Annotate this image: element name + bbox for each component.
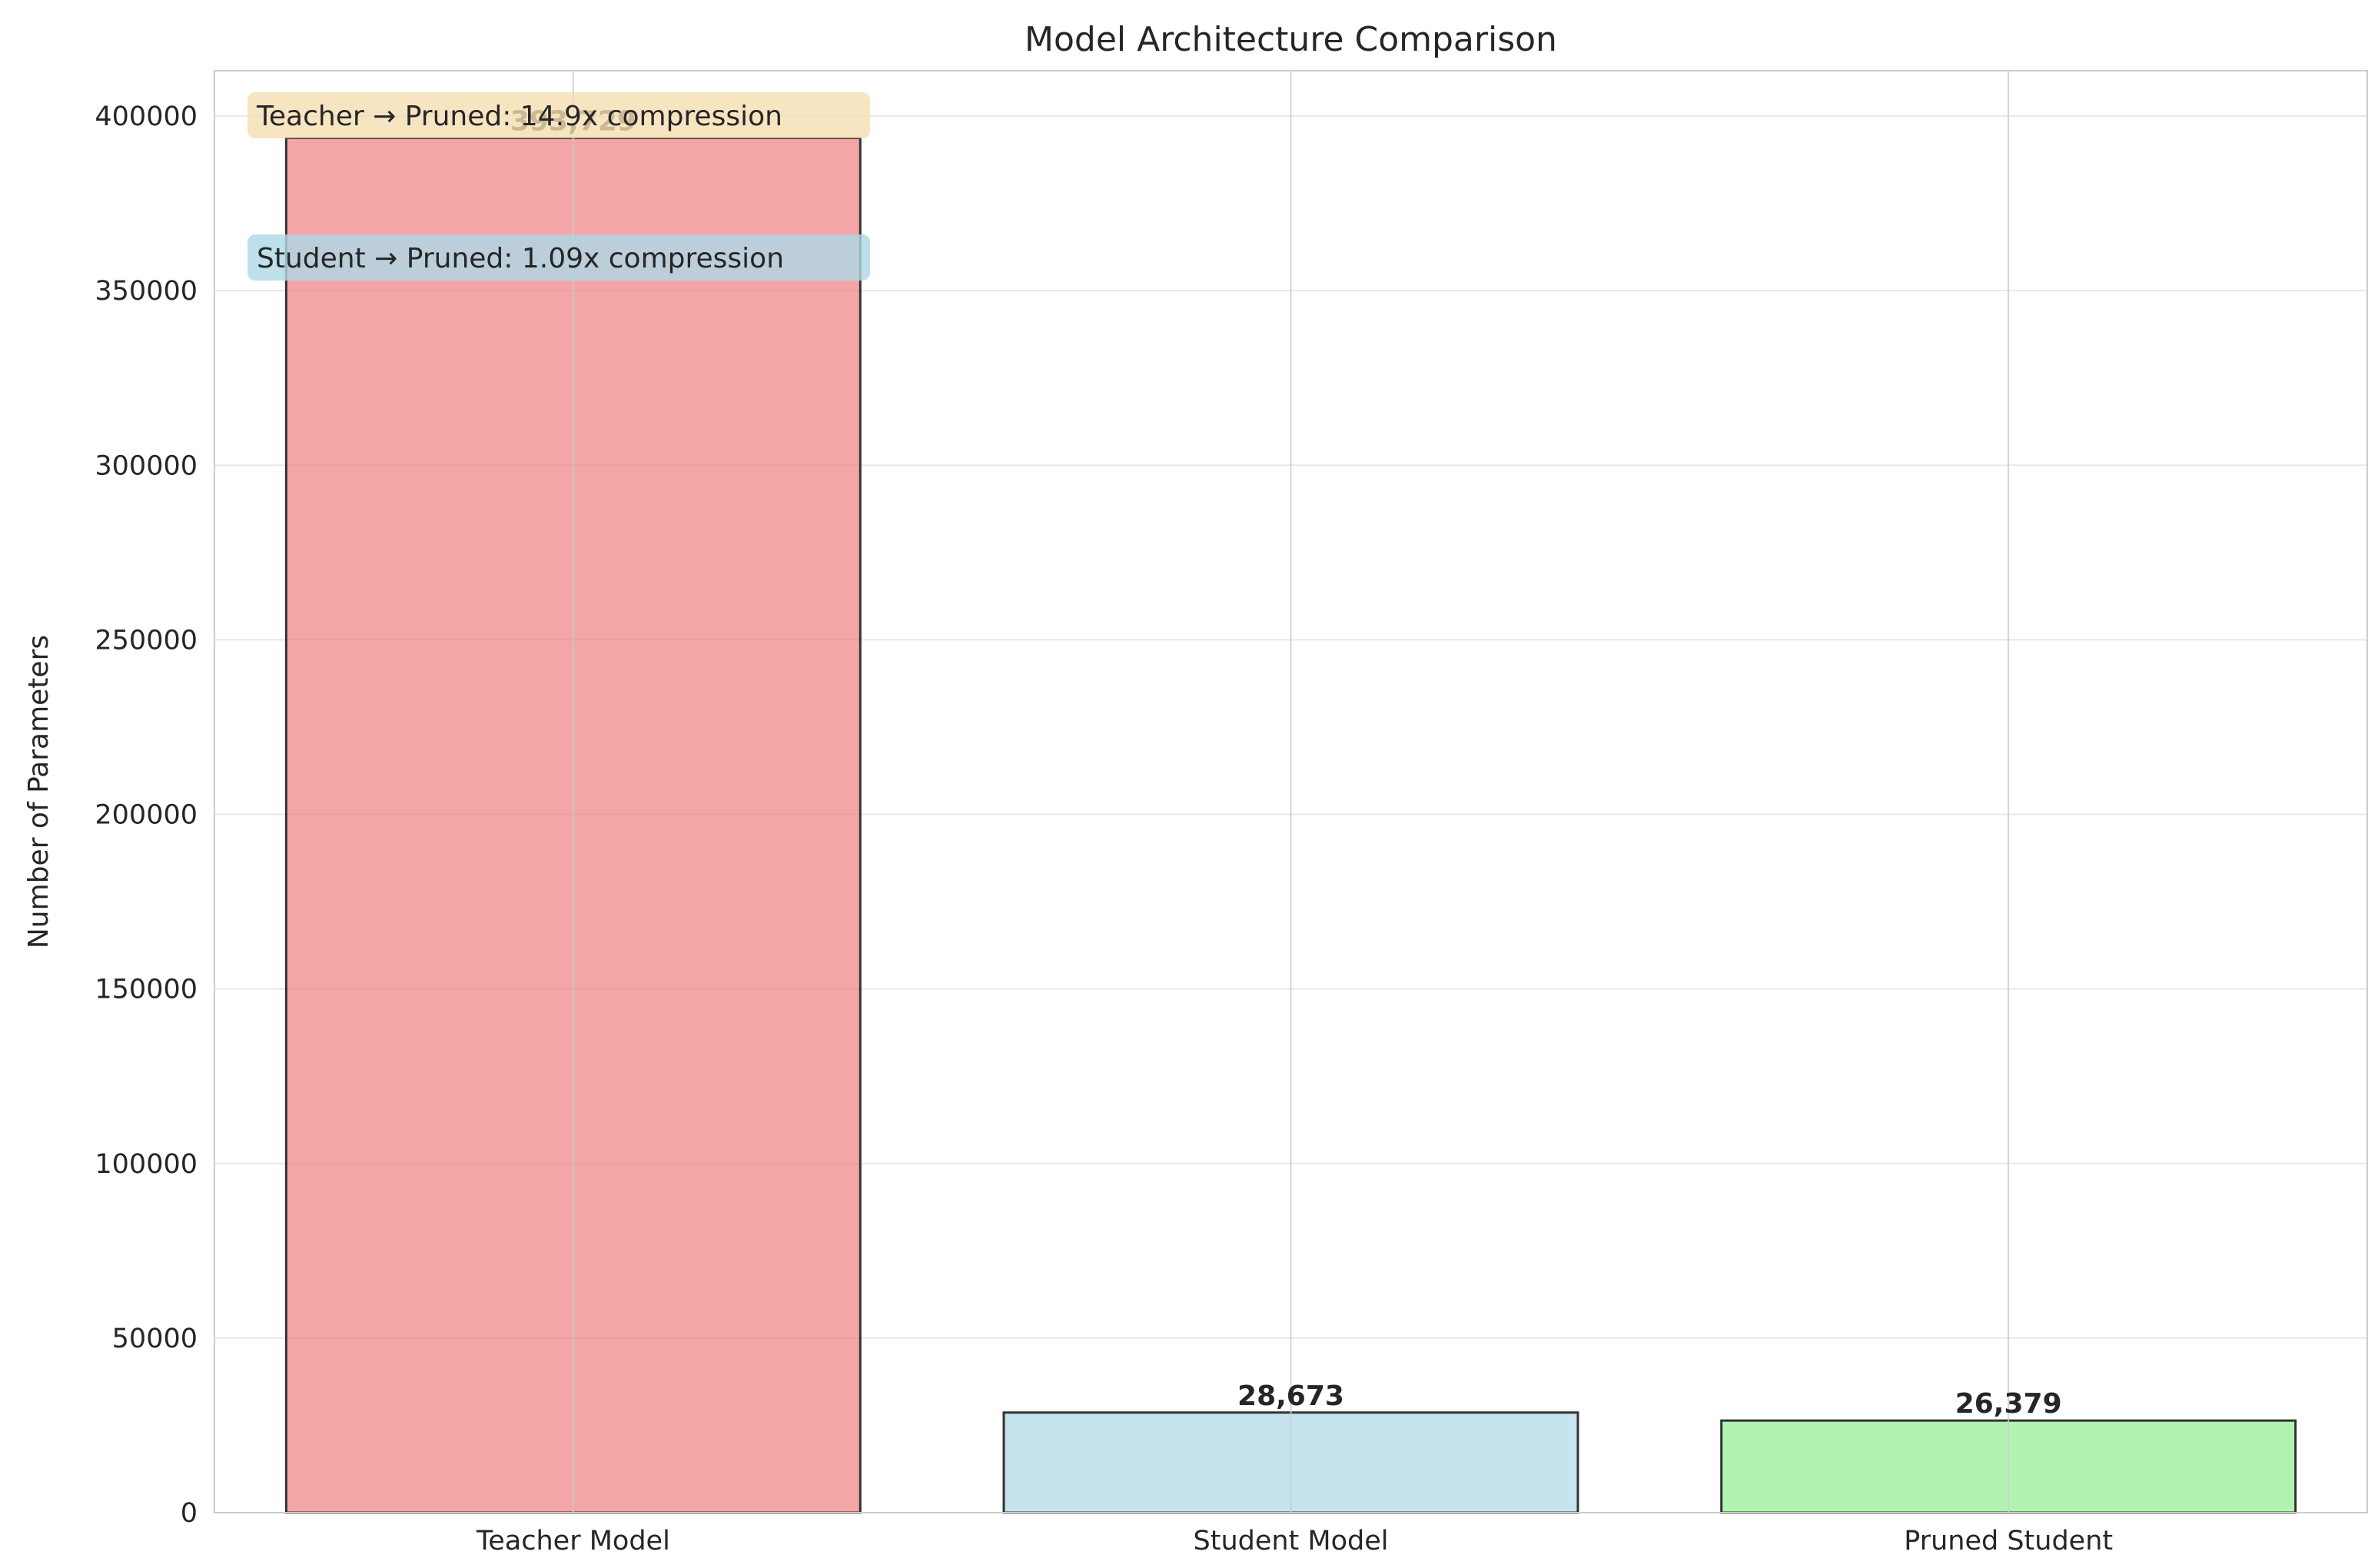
annotations: Teacher → Pruned: 14.9x compression Stude… bbox=[247, 92, 870, 281]
data-label: 28,673 bbox=[1237, 1380, 1344, 1412]
annotation-text: Student → Pruned: 1.09x compression bbox=[257, 243, 784, 274]
x-tick-label: Teacher Model bbox=[476, 1526, 670, 1556]
y-tick-label: 100000 bbox=[95, 1149, 198, 1180]
y-tick-label: 350000 bbox=[95, 276, 198, 307]
y-axis-label: Number of Parameters bbox=[23, 635, 55, 948]
y-tick-label: 300000 bbox=[95, 450, 198, 481]
x-tick-label: Pruned Student bbox=[1904, 1526, 2113, 1556]
y-tick-label: 0 bbox=[181, 1498, 198, 1529]
y-tick-label: 200000 bbox=[95, 800, 198, 831]
annotation-text: Teacher → Pruned: 14.9x compression bbox=[256, 101, 782, 132]
data-label: 26,379 bbox=[1955, 1388, 2062, 1420]
y-tick-label: 400000 bbox=[95, 101, 198, 132]
x-tick-label: Student Model bbox=[1194, 1526, 1389, 1556]
annotation-box bbox=[247, 234, 870, 281]
y-tick-label: 50000 bbox=[112, 1324, 198, 1354]
annotation-box bbox=[247, 92, 870, 138]
y-tick-label: 150000 bbox=[95, 975, 198, 1005]
y-tick-label: 250000 bbox=[95, 625, 198, 656]
plot-frame bbox=[214, 70, 2368, 1513]
bars bbox=[284, 71, 2297, 1514]
tick-labels: 0 50000 100000 150000 200000 250000 300000 3500… bbox=[95, 101, 2113, 1556]
chart-title: Model Architecture Comparison bbox=[1025, 20, 1557, 59]
